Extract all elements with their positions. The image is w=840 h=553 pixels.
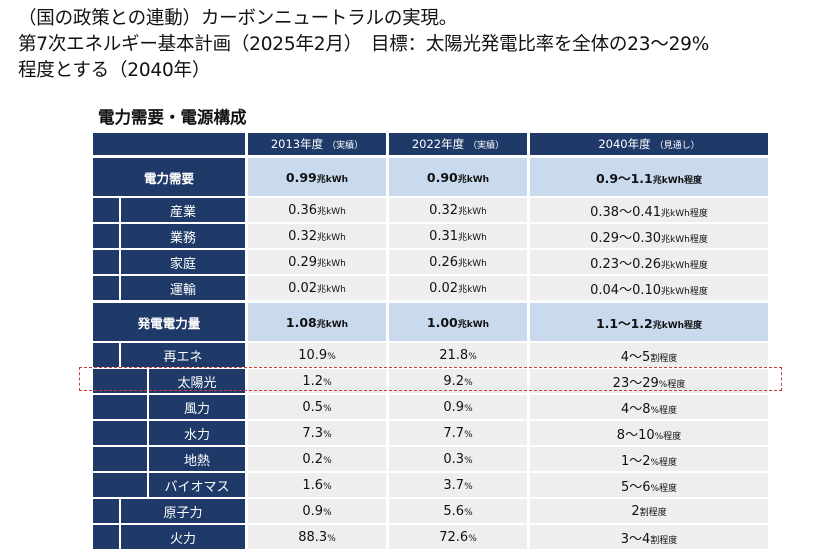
table-cell: 88.3% xyxy=(248,523,389,549)
demand-label: 電力需要 xyxy=(93,155,248,196)
generation-value: 1.1～1.2兆kWh程度 xyxy=(530,300,768,341)
table-cell: 10.9% xyxy=(248,341,389,367)
row-label: 家庭 xyxy=(119,250,245,274)
corner-cell xyxy=(93,133,248,155)
header-line-2: 第7次エネルギー基本計画（2025年2月） 目標：太陽光発電比率を全体の23～2… xyxy=(18,34,710,55)
table-cell: 8～10%程度 xyxy=(530,419,768,445)
table-cell: 0.29兆kWh xyxy=(248,248,389,274)
generation-value: 1.00兆kWh xyxy=(389,300,530,341)
row-label: 原子力 xyxy=(119,499,245,523)
row-label: 再エネ xyxy=(119,343,245,367)
row-label-cell: バイオマス xyxy=(93,471,248,497)
col-header-2022: 2022年度 （実績） xyxy=(389,133,530,155)
table-cell: 5.6% xyxy=(389,497,530,523)
table-row: バイオマス 1.6% 3.7% 5～6%程度 xyxy=(93,471,768,497)
demand-value: 0.9～1.1兆kWh程度 xyxy=(530,155,768,196)
table-row: 業務 0.32兆kWh 0.31兆kWh 0.29～0.30兆kWh程度 xyxy=(93,222,768,248)
demand-value: 0.90兆kWh xyxy=(389,155,530,196)
row-label-cell: 原子力 xyxy=(93,497,248,523)
demand-row: 電力需要 0.99兆kWh 0.90兆kWh 0.9～1.1兆kWh程度 xyxy=(93,155,768,196)
table-cell: 0.26兆kWh xyxy=(389,248,530,274)
header-text: （国の政策との連動）カーボンニュートラルの実現。 第7次エネルギー基本計画（20… xyxy=(18,6,838,84)
row-label-cell: 産業 xyxy=(93,196,248,222)
table-cell: 0.02兆kWh xyxy=(248,274,389,300)
header-row: 2013年度 （実績） 2022年度 （実績） 2040年度 （見通し） xyxy=(93,133,768,155)
row-label-cell: 太陽光 xyxy=(93,367,248,393)
row-label: 火力 xyxy=(119,525,245,549)
row-label: 業務 xyxy=(119,224,245,248)
table-cell: 2割程度 xyxy=(530,497,768,523)
row-label-cell: 再エネ xyxy=(93,341,248,367)
table-cell: 3～4割程度 xyxy=(530,523,768,549)
table-row: 太陽光 1.2% 9.2% 23～29%程度 xyxy=(93,367,768,393)
row-label: 地熱 xyxy=(147,447,245,471)
table-cell: 1～2%程度 xyxy=(530,445,768,471)
power-table: 2013年度 （実績） 2022年度 （実績） 2040年度 （見通し） 電力需要 0.… xyxy=(93,133,768,549)
col-header-2040: 2040年度 （見通し） xyxy=(530,133,768,155)
row-label: 太陽光 xyxy=(147,369,245,393)
table-cell: 0.5% xyxy=(248,393,389,419)
table-row: 火力 88.3% 72.6% 3～4割程度 xyxy=(93,523,768,549)
row-label: バイオマス xyxy=(147,473,245,497)
table-row: 風力 0.5% 0.9% 4～8%程度 xyxy=(93,393,768,419)
table-row: 地熱 0.2% 0.3% 1～2%程度 xyxy=(93,445,768,471)
row-label-cell: 地熱 xyxy=(93,445,248,471)
row-label: 水力 xyxy=(147,421,245,445)
table-cell: 0.23～0.26兆kWh程度 xyxy=(530,248,768,274)
table-cell: 0.3% xyxy=(389,445,530,471)
table-cell: 0.31兆kWh xyxy=(389,222,530,248)
table-cell: 0.2% xyxy=(248,445,389,471)
table-row: 家庭 0.29兆kWh 0.26兆kWh 0.23～0.26兆kWh程度 xyxy=(93,248,768,274)
row-label-cell: 水力 xyxy=(93,419,248,445)
table-cell: 0.32兆kWh xyxy=(248,222,389,248)
row-label-cell: 風力 xyxy=(93,393,248,419)
table-cell: 21.8% xyxy=(389,341,530,367)
table-cell: 0.9% xyxy=(389,393,530,419)
table-cell: 4～5割程度 xyxy=(530,341,768,367)
table-cell: 7.3% xyxy=(248,419,389,445)
table-row: 再エネ 10.9% 21.8% 4～5割程度 xyxy=(93,341,768,367)
row-label: 産業 xyxy=(119,198,245,222)
row-label: 風力 xyxy=(147,395,245,419)
table-cell: 0.29～0.30兆kWh程度 xyxy=(530,222,768,248)
table-row: 原子力 0.9% 5.6% 2割程度 xyxy=(93,497,768,523)
table-cell: 0.36兆kWh xyxy=(248,196,389,222)
table-cell: 4～8%程度 xyxy=(530,393,768,419)
table-cell: 7.7% xyxy=(389,419,530,445)
generation-row: 発電電力量 1.08兆kWh 1.00兆kWh 1.1～1.2兆kWh程度 xyxy=(93,300,768,341)
table-row: 水力 7.3% 7.7% 8～10%程度 xyxy=(93,419,768,445)
table-cell: 1.6% xyxy=(248,471,389,497)
table-cell: 0.9% xyxy=(248,497,389,523)
row-label: 運輸 xyxy=(119,276,245,300)
table-cell: 1.2% xyxy=(248,367,389,393)
table-cell: 0.02兆kWh xyxy=(389,274,530,300)
table-cell: 72.6% xyxy=(389,523,530,549)
header-line-1: （国の政策との連動）カーボンニュートラルの実現。 xyxy=(18,8,458,29)
table-cell: 0.04～0.10兆kWh程度 xyxy=(530,274,768,300)
table-cell: 23～29%程度 xyxy=(530,367,768,393)
row-label-cell: 火力 xyxy=(93,523,248,549)
table-row: 産業 0.36兆kWh 0.32兆kWh 0.38～0.41兆kWh程度 xyxy=(93,196,768,222)
col-header-2013: 2013年度 （実績） xyxy=(248,133,389,155)
table-cell: 9.2% xyxy=(389,367,530,393)
table-cell: 0.32兆kWh xyxy=(389,196,530,222)
table-cell: 5～6%程度 xyxy=(530,471,768,497)
table-cell: 0.38～0.41兆kWh程度 xyxy=(530,196,768,222)
table-cell: 3.7% xyxy=(389,471,530,497)
section-title: 電力需要・電源構成 xyxy=(98,108,247,127)
row-label-cell: 業務 xyxy=(93,222,248,248)
row-label-cell: 家庭 xyxy=(93,248,248,274)
generation-label: 発電電力量 xyxy=(93,300,248,341)
generation-value: 1.08兆kWh xyxy=(248,300,389,341)
row-label-cell: 運輸 xyxy=(93,274,248,300)
demand-value: 0.99兆kWh xyxy=(248,155,389,196)
header-line-3: 程度とする（2040年） xyxy=(18,60,211,81)
table-row: 運輸 0.02兆kWh 0.02兆kWh 0.04～0.10兆kWh程度 xyxy=(93,274,768,300)
